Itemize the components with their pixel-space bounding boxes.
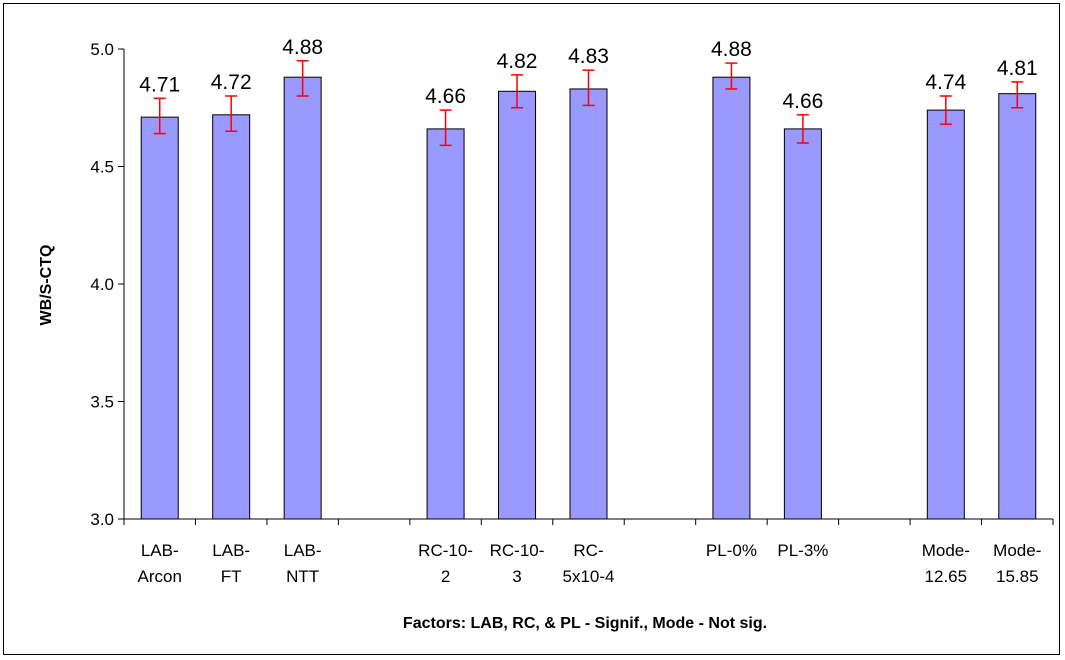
- category-label: LAB-: [212, 541, 250, 560]
- bar: [569, 88, 608, 520]
- bar: [140, 116, 179, 520]
- category-label: RC-: [573, 541, 603, 560]
- error-bar: [439, 109, 452, 147]
- bar: [712, 76, 751, 520]
- value-labels-layer: 4.71 4.72 4.88 4.66 4.82 4.83 4.88 4.66 4.74 4.81: [139, 36, 1037, 113]
- data-label: 4.66: [425, 85, 466, 108]
- error-bar: [153, 97, 166, 135]
- category-label: Mode-: [922, 541, 970, 560]
- error-bar: [582, 69, 595, 107]
- error-bar: [725, 62, 738, 90]
- error-bar: [796, 114, 809, 144]
- bar: [283, 76, 322, 520]
- y-axis-title: WB/S-CTQ: [38, 245, 55, 326]
- category-label: PL-3%: [777, 541, 828, 560]
- category-labels-layer: LAB- Arcon LAB- FT LAB- NTT RC-10- 2 RC-10- 3 RC- 5…: [138, 541, 1042, 586]
- bar: [426, 128, 465, 520]
- category-label: 3: [512, 567, 521, 586]
- data-label: 4.88: [711, 38, 752, 61]
- y-tick-label: 5.0: [90, 40, 114, 59]
- error-bar: [511, 74, 524, 109]
- bar: [212, 114, 251, 520]
- y-tick-label: 3.5: [90, 393, 114, 412]
- category-label: RC-10-: [490, 541, 545, 560]
- x-ticks-layer: [123, 519, 1054, 525]
- category-label: LAB-: [284, 541, 322, 560]
- data-label: 4.71: [139, 73, 180, 96]
- category-label: PL-0%: [706, 541, 757, 560]
- category-label: 2: [441, 567, 450, 586]
- data-label: 4.66: [782, 90, 823, 113]
- error-bars-layer: [153, 60, 1024, 147]
- data-label: 4.72: [211, 71, 252, 94]
- y-tick-label: 3.0: [90, 510, 114, 529]
- error-bar: [1011, 81, 1024, 109]
- y-tick-label: 4.0: [90, 275, 114, 294]
- error-bar: [225, 95, 238, 132]
- bar: [926, 109, 965, 520]
- category-label: Mode-: [993, 541, 1041, 560]
- data-label: 4.74: [925, 71, 966, 94]
- error-bar: [296, 60, 309, 97]
- category-label: 15.85: [996, 567, 1039, 586]
- y-ticks-layer: 3.0 3.5 4.0 4.5 5.0: [90, 40, 124, 529]
- bar: [998, 93, 1037, 520]
- category-label: RC-10-: [418, 541, 473, 560]
- y-tick-label: 4.5: [90, 158, 114, 177]
- data-label: 4.88: [282, 36, 323, 59]
- data-label: 4.83: [568, 45, 609, 68]
- x-axis-title: Factors: LAB, RC, & PL - Signif., Mode -…: [403, 615, 767, 632]
- category-label: FT: [221, 567, 242, 586]
- data-label: 4.82: [497, 50, 538, 73]
- category-label: 5x10-4: [563, 567, 615, 586]
- bar: [783, 128, 822, 520]
- data-label: 4.81: [997, 57, 1038, 80]
- bars-layer: [140, 76, 1037, 520]
- error-bar: [939, 95, 952, 125]
- category-label: LAB-: [141, 541, 179, 560]
- bar: [498, 90, 537, 520]
- category-label: Arcon: [138, 567, 182, 586]
- category-label: 12.65: [925, 567, 968, 586]
- category-label: NTT: [286, 567, 319, 586]
